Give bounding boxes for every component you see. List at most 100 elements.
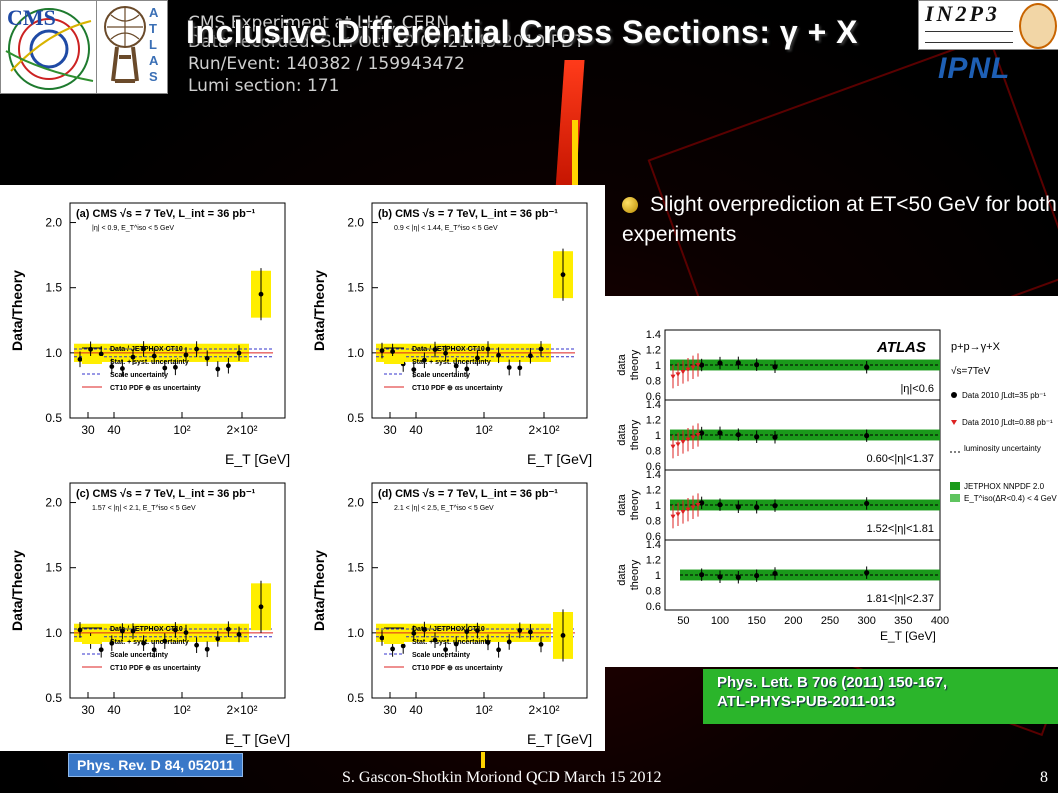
cms-data-theory-plots: 2.0 1.5 1.0 0.5 Data/Theory 30 40 10² 2×10² E_T [… xyxy=(9,202,592,747)
y-axis-label-bottom: theory xyxy=(629,489,641,520)
legend-marker xyxy=(951,392,957,398)
data-point xyxy=(699,430,705,436)
x-tick-label: 40 xyxy=(409,703,423,717)
data-point xyxy=(485,639,491,645)
cms-figure: 2.0 1.5 1.0 0.5 Data/Theory 30 40 10² 2×10² E_T [… xyxy=(0,185,605,751)
data-point xyxy=(77,627,83,633)
data-point xyxy=(258,291,264,297)
x-axis-label: E_T [GeV] xyxy=(880,629,936,643)
data-point-triangle xyxy=(695,363,701,368)
data-point xyxy=(864,570,870,576)
data-point xyxy=(735,504,741,510)
data-point-triangle xyxy=(670,444,676,450)
in2p3-logo-text: IN2P3 xyxy=(925,1,1000,26)
data-point xyxy=(538,642,544,647)
event-display-line: Lumi section: 171 xyxy=(188,76,340,96)
y-tick-label: 0.5 xyxy=(347,691,364,705)
data-point-triangle xyxy=(695,503,701,508)
data-point xyxy=(390,349,395,354)
panel-tag: (b) CMS √s = 7 TeV, L_int = 36 pb⁻¹ xyxy=(378,208,558,220)
cms-logo-graphic xyxy=(5,8,94,90)
panel-frame xyxy=(371,482,588,699)
legend-entry: CT10 PDF ⊕ αs uncertainty xyxy=(412,665,503,672)
event-display-line: Data recorded: Sun Oct 10 07:21:45 2010 … xyxy=(188,32,585,52)
tracker-yellow-bar xyxy=(572,120,578,200)
data-point xyxy=(109,640,115,646)
data-point xyxy=(204,646,210,652)
page-number: 8 xyxy=(1040,769,1048,786)
y-tick-label: 0.6 xyxy=(646,531,661,543)
data-point xyxy=(411,630,417,636)
panel-cut: 1.57 < |η| < 2.1, E_T^iso < 5 GeV xyxy=(92,505,196,512)
y-tick-label: 1.0 xyxy=(347,626,364,640)
legend-entry: Data / JETPHOX CT10 xyxy=(412,346,485,353)
atlas-reference-line: Phys. Lett. B 706 (2011) 150-167, xyxy=(717,674,948,691)
data-point xyxy=(453,363,459,369)
y-axis-label-top: data xyxy=(616,353,628,375)
data-point-triangle xyxy=(675,372,681,377)
data-point xyxy=(77,356,83,362)
panel-tag: (c) CMS √s = 7 TeV, L_int = 36 pb⁻¹ xyxy=(76,488,256,500)
legend-swatch xyxy=(384,636,404,644)
eta-range-label: |η|<0.6 xyxy=(900,383,934,395)
data-point xyxy=(162,638,168,644)
data-point xyxy=(538,346,544,352)
eta-range-label: 1.52<|η|<1.81 xyxy=(867,523,935,535)
legend-entry: CT10 PDF ⊕ αs uncertainty xyxy=(412,385,503,392)
y-tick-label: 0.6 xyxy=(646,391,661,403)
x-tick-label: 2×10² xyxy=(226,423,257,437)
y-tick-label: 1.0 xyxy=(45,346,62,360)
bullet-icon xyxy=(622,197,638,214)
y-axis-label-top: data xyxy=(616,493,628,515)
atlas-reference-label: Phys. Lett. B 706 (2011) 150-167, ATL-PH… xyxy=(703,669,1058,724)
cms-logo: CMS xyxy=(0,0,97,94)
y-tick-label: 0.8 xyxy=(646,446,661,458)
y-axis-label: Data/Theory xyxy=(311,550,327,631)
data-point-triangle xyxy=(675,512,681,517)
x-tick-label: 40 xyxy=(409,423,423,437)
data-point xyxy=(411,367,417,373)
y-axis-label: Data/Theory xyxy=(9,270,25,351)
event-display-line: CMS Experiment at LHC, CERN xyxy=(188,13,449,33)
legend-entry: Stat. + syst. uncertainty xyxy=(412,639,491,646)
data-point xyxy=(98,647,104,653)
x-tick-label: 2×10² xyxy=(528,423,559,437)
data-point xyxy=(560,272,566,278)
y-tick-label: 1.2 xyxy=(646,414,661,426)
x-tick-label: 10² xyxy=(173,703,190,717)
data-point xyxy=(215,366,221,372)
data-point xyxy=(236,350,242,356)
data-point xyxy=(432,637,438,643)
panel-cut: 2.1 < |η| < 2.5, E_T^iso < 5 GeV xyxy=(394,505,494,512)
y-tick-label: 1 xyxy=(655,360,661,372)
data-point xyxy=(130,354,136,360)
y-axis-label: Data/Theory xyxy=(9,550,25,631)
x-axis-label: E_T [GeV] xyxy=(225,731,290,747)
data-point xyxy=(754,504,760,510)
data-point xyxy=(204,355,210,361)
x-tick-label: 40 xyxy=(107,423,121,437)
panel-frame xyxy=(371,202,588,419)
y-axis-label-top: data xyxy=(616,423,628,445)
y-tick-label: 1 xyxy=(655,500,661,512)
data-point xyxy=(699,500,705,506)
data-point xyxy=(772,434,778,440)
x-tick-label: 400 xyxy=(931,615,949,627)
data-point xyxy=(109,364,115,369)
legend-entry: JETPHOX NNPDF 2.0 xyxy=(964,482,1045,491)
data-point xyxy=(194,346,200,352)
data-point xyxy=(717,430,723,436)
x-tick-label: 30 xyxy=(383,703,397,717)
y-tick-label: 1 xyxy=(655,430,661,442)
legend-entry: Stat. + syst. uncertainty xyxy=(110,639,189,646)
y-tick-label: 1.4 xyxy=(646,539,661,551)
y-tick-label: 0.5 xyxy=(347,411,364,425)
data-point xyxy=(864,433,870,439)
data-point xyxy=(735,360,741,366)
y-tick-label: 0.8 xyxy=(646,376,661,388)
data-point xyxy=(151,647,157,653)
y-tick-label: 1.4 xyxy=(646,469,661,481)
x-tick-label: 50 xyxy=(677,615,689,627)
data-point xyxy=(475,628,480,633)
